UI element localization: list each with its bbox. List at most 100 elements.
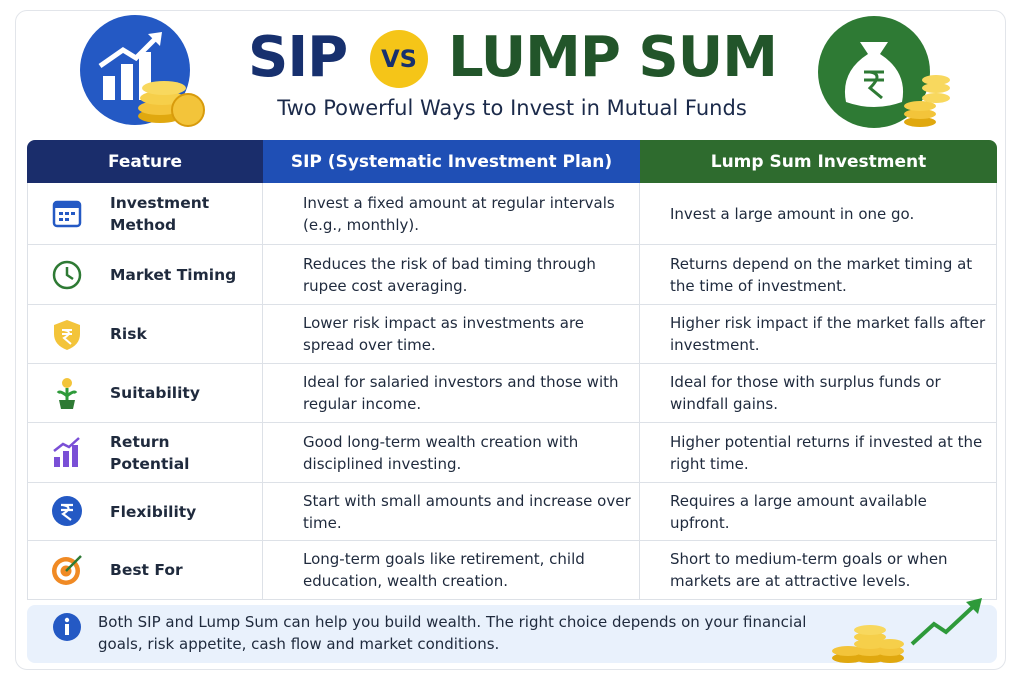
comparison-cell: Long-term goals like retirement, child e… xyxy=(263,541,640,599)
icon-shape xyxy=(59,212,75,221)
cell-text: Start with small amounts and increase ov… xyxy=(303,491,631,532)
icon-shape xyxy=(56,387,78,400)
icon-shape xyxy=(65,554,82,572)
cell-text: Reduces the risk of bad timing through r… xyxy=(303,254,596,295)
icon-shape xyxy=(171,93,205,127)
row-icon xyxy=(54,319,80,350)
feature-name: Return Potential xyxy=(110,432,190,473)
comparison-cell: Good long-term wealth creation with disc… xyxy=(263,423,640,482)
feature-name: Risk xyxy=(110,325,147,343)
icon-shape xyxy=(54,457,60,467)
sip-icon xyxy=(80,15,205,127)
table-row: Flexibility Start with small amounts and … xyxy=(27,483,997,541)
table-row: Investment Method Invest a fixed amount a… xyxy=(27,183,997,245)
cell-text: Good long-term wealth creation with disc… xyxy=(303,432,579,473)
feature-cell: Flexibility xyxy=(27,483,263,540)
table-row: Risk Lower risk impact as investments are… xyxy=(27,305,997,364)
comparison-cell: Ideal for salaried investors and those w… xyxy=(263,364,640,422)
icon-shape xyxy=(904,109,936,119)
icon-shape xyxy=(72,445,78,467)
coins-decoration xyxy=(832,598,982,663)
table-row: Market Timing Reduces the risk of bad tim… xyxy=(27,245,997,305)
icon-shape xyxy=(71,212,75,215)
subtitle: Two Powerful Ways to Invest in Mutual Fu… xyxy=(277,96,747,120)
row-icon xyxy=(56,377,78,409)
row-icon xyxy=(52,200,82,228)
comparison-cell: Ideal for those with surplus funds or wi… xyxy=(640,364,997,422)
icon-shape xyxy=(904,117,936,127)
icon-shape xyxy=(61,503,73,521)
feature-name: Best For xyxy=(110,561,183,579)
comparison-cell: Higher risk impact if the market falls a… xyxy=(640,305,997,363)
comparison-cell: Returns depend on the market timing at t… xyxy=(640,245,997,304)
column-header: SIP (Systematic Investment Plan) xyxy=(263,140,640,184)
feature-name: Investment Method xyxy=(110,193,210,234)
icon-shape xyxy=(138,101,182,115)
row-icon xyxy=(52,554,82,585)
cell-text: Ideal for those with surplus funds or wi… xyxy=(670,373,941,413)
icon-shape xyxy=(832,653,864,663)
icon-shape xyxy=(59,218,63,221)
icon-shape xyxy=(864,70,884,100)
icon-shape xyxy=(966,598,982,614)
icon-shape xyxy=(63,451,69,467)
feature-cell: Investment Method xyxy=(27,183,263,244)
icon-shape xyxy=(922,75,950,85)
cell-text: Ideal for salaried investors and those w… xyxy=(303,373,619,413)
cell-text: Requires a large amount available upfron… xyxy=(670,491,927,532)
column-header: Lump Sum Investment xyxy=(640,140,997,184)
feature-name: Flexibility xyxy=(110,502,197,521)
table-row: Return Potential Good long-term wealth cr… xyxy=(27,423,997,483)
feature-cell: Market Timing xyxy=(27,245,263,304)
feature-cell: Return Potential xyxy=(27,423,263,482)
icon-shape xyxy=(59,212,63,215)
feature-cell: Suitability xyxy=(27,364,263,422)
icon-shape xyxy=(148,32,162,46)
info-icon xyxy=(53,613,81,641)
title-vs: VS xyxy=(370,30,428,88)
title-lump: LUMP SUM xyxy=(448,25,778,90)
icon-shape xyxy=(59,399,75,409)
comparison-cell: Requires a large amount available upfron… xyxy=(640,483,997,540)
column-header: Feature xyxy=(27,140,263,184)
icon-shape xyxy=(904,101,936,111)
title-sip: SIP xyxy=(248,25,348,90)
cell-text: Short to medium-term goals or when marke… xyxy=(670,550,948,590)
comparison-cell: Reduces the risk of bad timing through r… xyxy=(263,245,640,304)
icon-shape xyxy=(65,212,69,215)
icon-shape xyxy=(832,646,864,656)
cell-text: Invest a large amount in one go. xyxy=(670,204,915,223)
icon-shape xyxy=(876,639,904,649)
feature-name: Suitability xyxy=(110,384,200,402)
icon-shape xyxy=(64,617,70,623)
comparison-cell: Invest a large amount in one go. xyxy=(640,183,997,244)
feature-cell: Best For xyxy=(27,541,263,599)
comparison-cell: Invest a fixed amount at regular interva… xyxy=(263,183,640,244)
icon-shape xyxy=(62,328,72,345)
icon-shape xyxy=(922,93,950,103)
comparison-cell: Higher potential returns if invested at … xyxy=(640,423,997,482)
icon-shape xyxy=(65,267,74,281)
icon-shape xyxy=(65,218,69,221)
row-icon xyxy=(53,437,80,467)
cell-text: Returns depend on the market timing at t… xyxy=(670,254,973,295)
icon-shape xyxy=(142,81,186,95)
icon-shape xyxy=(103,76,115,100)
cell-text: Long-term goals like retirement, child e… xyxy=(303,550,585,590)
comparison-cell: Lower risk impact as investments are spr… xyxy=(263,305,640,363)
cell-text: Higher potential returns if invested at … xyxy=(670,432,983,473)
icon-shape xyxy=(62,377,72,388)
icon-shape xyxy=(52,260,82,290)
icon-shape xyxy=(876,646,904,656)
row-icon xyxy=(52,260,82,290)
row-icon xyxy=(52,496,82,526)
lump-icon xyxy=(818,16,950,128)
card xyxy=(15,10,1006,670)
icon-shape xyxy=(54,202,80,208)
icon-shape xyxy=(121,64,133,100)
icon-shape xyxy=(854,632,886,642)
feature-name: Market Timing xyxy=(110,265,237,284)
icon-shape xyxy=(876,653,904,663)
cell-text: Invest a fixed amount at regular interva… xyxy=(303,193,615,234)
